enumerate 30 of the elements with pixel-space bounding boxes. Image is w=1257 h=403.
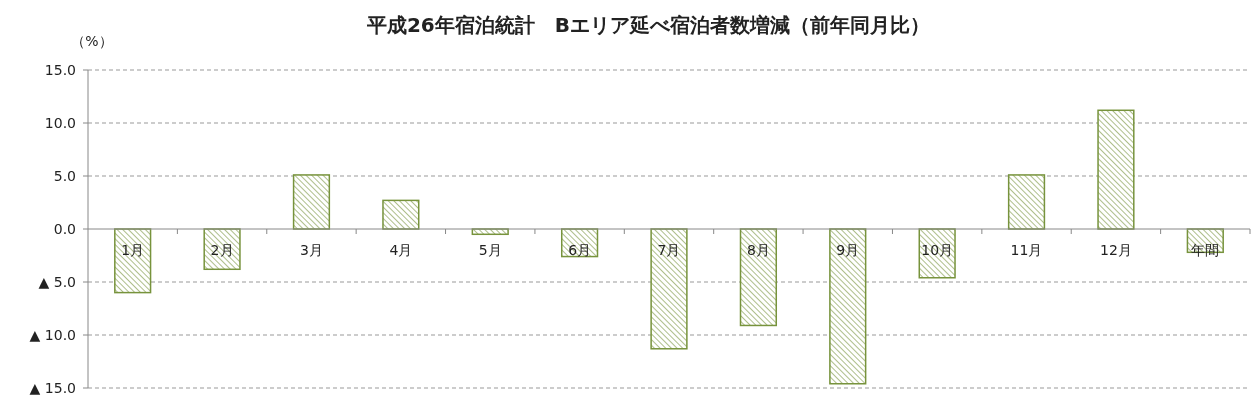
y-axis-title: （%） bbox=[71, 33, 113, 49]
x-tick-label: 2月 bbox=[210, 242, 234, 258]
bar bbox=[1007, 174, 1046, 230]
bar bbox=[1097, 109, 1135, 230]
bar bbox=[292, 174, 331, 230]
bar bbox=[382, 199, 420, 230]
x-tick-label: 11月 bbox=[1010, 242, 1043, 258]
x-tick-label: 7月 bbox=[657, 242, 681, 258]
bar bbox=[650, 228, 688, 350]
x-tick-label: 6月 bbox=[568, 242, 592, 258]
x-tick-label: 4月 bbox=[389, 242, 413, 258]
y-tick-label: 10.0 bbox=[44, 114, 76, 131]
y-tick-label: 0.0 bbox=[53, 220, 76, 237]
bar bbox=[114, 228, 152, 294]
y-tick-label: ▲ 10.0 bbox=[29, 326, 76, 343]
x-tick-label: 8月 bbox=[746, 242, 770, 258]
bar bbox=[739, 228, 778, 327]
chart-title: 平成26年宿泊統計 Bエリア延べ宿泊者数増減（前年同月比） bbox=[365, 13, 931, 37]
bar bbox=[829, 228, 867, 385]
x-tick-label: 9月 bbox=[836, 242, 860, 258]
y-tick-label: 5.0 bbox=[53, 167, 76, 184]
y-tick-label: 15.0 bbox=[44, 61, 76, 78]
y-tick-label: ▲ 5.0 bbox=[38, 273, 76, 290]
x-tick-label: 5月 bbox=[478, 242, 502, 258]
bar bbox=[203, 228, 241, 271]
x-tick-label: 3月 bbox=[300, 242, 323, 258]
y-tick-label: ▲ 15.0 bbox=[29, 379, 76, 396]
x-tick-label: 1月 bbox=[121, 242, 145, 258]
x-tick-label: 10月 bbox=[921, 242, 954, 258]
x-tick-label: 12月 bbox=[1100, 242, 1132, 258]
